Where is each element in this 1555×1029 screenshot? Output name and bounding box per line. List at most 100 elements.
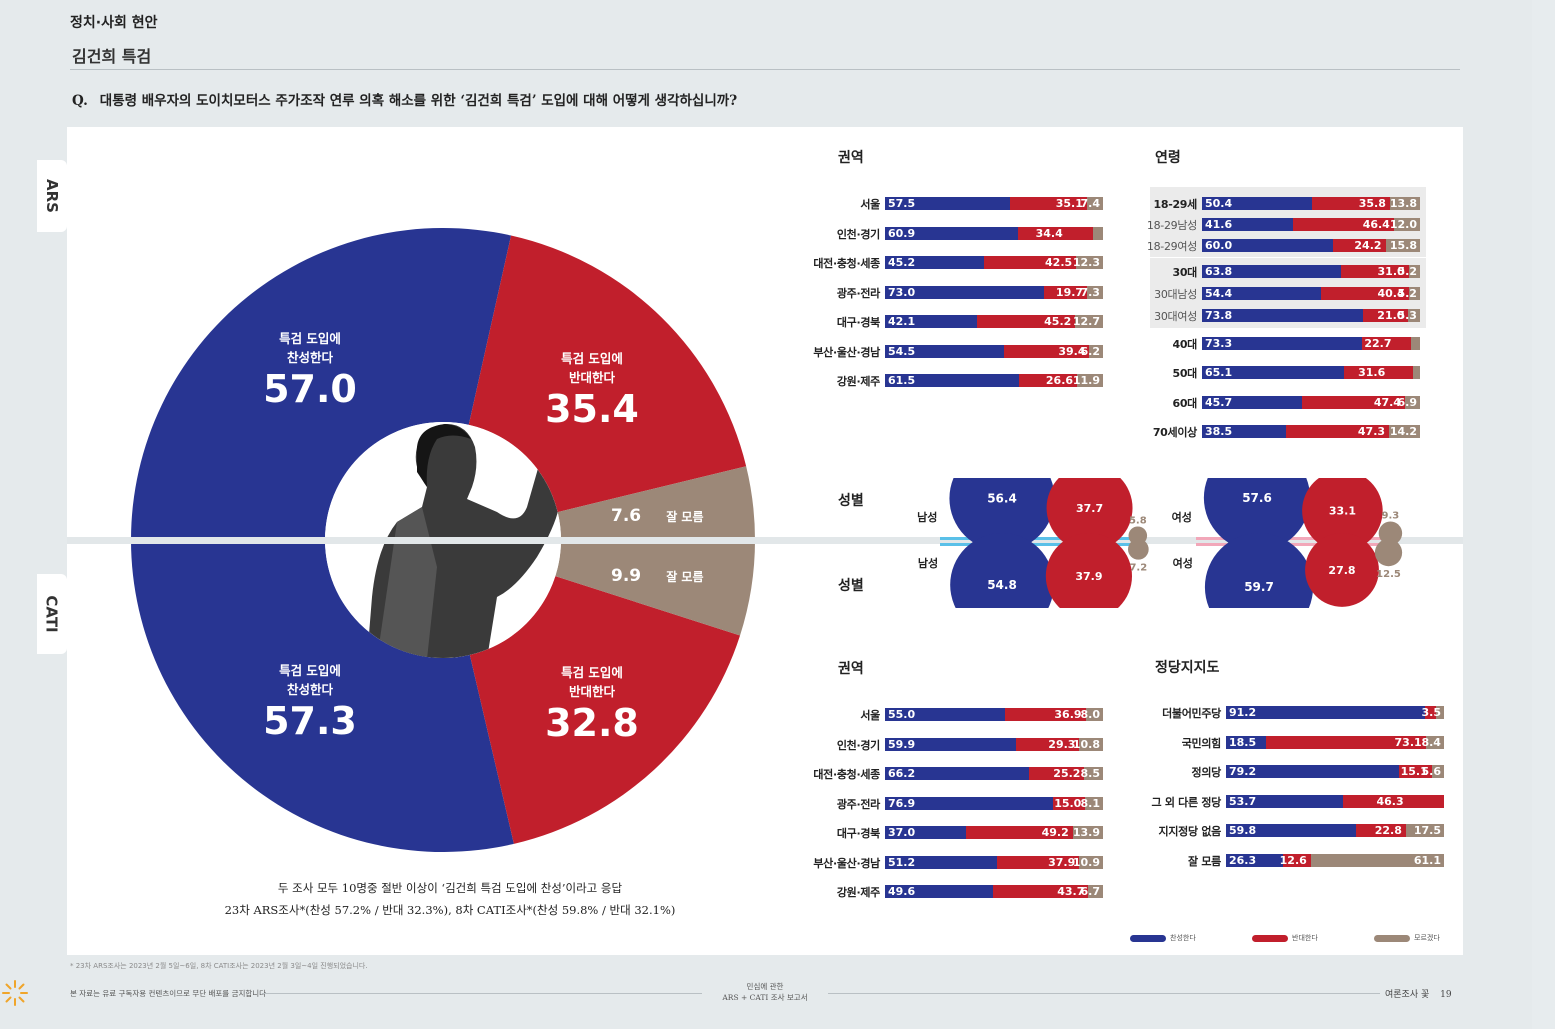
ars_age-row-label: 30대남성 — [1154, 288, 1197, 301]
ars_total-slice-disagree — [468, 235, 747, 513]
ars-disagree-sub2: 반대한다 — [568, 370, 615, 385]
male-accent-line — [940, 537, 1140, 540]
ars_region-row-label: 서울 — [860, 198, 880, 211]
ars-disagree-label: 특검 도입에 반대한다 35.4 — [522, 349, 662, 431]
cati_party-value-label: 15.1 — [1400, 765, 1428, 778]
ars_region-value-label: 57.5 — [888, 197, 916, 210]
caption-line1: 두 조사 모두 10명중 절반 이상이 ‘김건희 특검 도입에 찬성’이라고 응… — [277, 881, 623, 895]
cati_region-bar: 51.2 37.9 10.9 — [885, 855, 1103, 869]
ars_region-bar: 42.1 45.2 12.7 — [885, 315, 1103, 328]
cati_party-value-label: 17.5 — [1413, 824, 1441, 837]
ars_region-bar: 73.0 19.7 7.3 — [885, 285, 1103, 299]
ars_age-value-label: 60.0 — [1205, 239, 1233, 252]
tab-ars-label: ARS — [43, 179, 61, 213]
ars_age-seg-agree: 45.7 — [1202, 396, 1302, 409]
ars_age-seg-unknown: 6.9 — [1397, 396, 1420, 409]
ars_age-seg-disagree: 47.3 — [1285, 425, 1390, 438]
title-divider — [70, 69, 1460, 70]
ars_age-bar: 41.6 46.4 12.0 — [1202, 218, 1420, 231]
legend-disagree-label: 반대한다 — [1292, 934, 1318, 942]
gender-disagree-value: 33.1 — [1329, 505, 1356, 518]
cati_party-seg-agree: 26.3 — [1226, 853, 1284, 867]
gender-bubble-unknown — [1378, 521, 1403, 545]
gender-agree-value: 54.8 — [987, 578, 1017, 592]
ars_region-seg-unknown: 12.3 — [1073, 256, 1103, 269]
ars-agree-label: 특검 도입에 찬성한다 57.0 — [240, 329, 380, 411]
ars_region-value-label: 11.9 — [1072, 374, 1100, 387]
ars-unknown-value: 7.6 — [611, 506, 642, 526]
ars_region-value-label: 54.5 — [888, 344, 916, 358]
footnote: * 23차 ARS조사는 2023년 2월 5일~6일, 8차 CATI조사는 … — [70, 962, 368, 970]
legend-disagree: 반대한다 — [1252, 933, 1318, 943]
cati_region-row: 서울 55.0 36.9 8.0 — [860, 708, 1103, 722]
ars_region-value-label: 45.2 — [888, 256, 916, 269]
ars_age-row: 18-29여성 60.0 24.2 15.8 — [1147, 239, 1420, 253]
ars_age-seg-disagree: 40.4 — [1320, 287, 1409, 300]
ars_region-seg-disagree: 26.6 — [1019, 374, 1078, 387]
cati_region-value-label: 59.9 — [888, 737, 916, 751]
ars_age-value-label: 5.2 — [1397, 265, 1417, 278]
cati-agree-sub1: 특검 도입에 — [279, 663, 341, 678]
ars_region-seg-unknown: 7.3 — [1080, 285, 1103, 299]
ars_region-row-label: 부산·울산·경남 — [813, 345, 880, 359]
cati_party-seg-disagree: 73.1 — [1266, 735, 1426, 749]
ars_region-bar: 57.5 35.1 7.4 — [885, 197, 1103, 210]
ars_region-value-label: 26.6 — [1045, 374, 1074, 387]
cati_party-value-label: 91.2 — [1229, 706, 1257, 719]
cati_region-seg-agree: 76.9 — [885, 796, 1053, 810]
ars-unknown-label: 7.6 잘 모름 — [611, 506, 704, 526]
ars_region-row: 광주·전라 73.0 19.7 7.3 — [837, 285, 1103, 300]
donut-ars — [131, 228, 755, 540]
ars_region-seg-unknown: 11.9 — [1073, 374, 1103, 387]
ars_age-value-label: 6.9 — [1397, 396, 1417, 409]
ars_age-value-label: 31.6 — [1358, 366, 1386, 379]
footer-notice: 본 자료는 유료 구독자용 컨텐츠이므로 무단 배포를 금지합니다 — [70, 989, 267, 998]
cati-unknown-value: 9.9 — [611, 566, 642, 586]
topic-title: 김건희 특검 — [72, 47, 152, 66]
cati_region-row-label: 대구·경북 — [836, 827, 880, 840]
ars_age-bar: 65.1 31.6 — [1202, 366, 1420, 379]
ars_age-value-label: 47.3 — [1357, 425, 1386, 438]
gender-unknown-value: 5.8 — [1129, 515, 1147, 526]
cati_party-seg-disagree: 12.6 — [1280, 853, 1311, 867]
cati_party-row-label: 더불어민주당 — [1162, 707, 1221, 720]
cati_party-row: 잘 모름 26.3 12.6 61.1 — [1188, 853, 1444, 868]
ars_age-bar: 60.0 24.2 15.8 — [1202, 239, 1420, 252]
ars_age-value-label: 65.1 — [1205, 366, 1233, 379]
cati-disagree-label: 특검 도입에 반대한다 32.8 — [522, 663, 662, 745]
ars_age-seg-agree: 73.8 — [1202, 309, 1363, 322]
cati_region-value-label: 37.9 — [1048, 855, 1076, 869]
cati_party-row: 그 외 다른 정당 53.7 46.3 — [1151, 794, 1444, 809]
gender-disagree-value: 37.7 — [1076, 502, 1103, 515]
cati_region-value-label: 49.6 — [888, 885, 916, 898]
cati_party-value-label: 5.6 — [1421, 765, 1441, 778]
gender-bubble-unknown — [1128, 539, 1149, 560]
ars_age-row-label: 70세이상 — [1152, 426, 1197, 439]
caption-line2: 23차 ARS조사*(찬성 57.2% / 반대 32.3%), 8차 CATI… — [224, 903, 676, 917]
cati_party-row-label: 국민의힘 — [1181, 736, 1222, 750]
ars_region-seg-unknown: 7.4 — [1080, 197, 1103, 210]
ars_region-value-label: 7.3 — [1080, 285, 1100, 299]
ars_age-seg-disagree: 46.4 — [1292, 218, 1394, 231]
cati_region-bar: 37.0 49.2 13.9 — [885, 826, 1103, 839]
legend-unknown-label: 모르겠다 — [1414, 934, 1440, 942]
cati_region-value-label: 36.9 — [1054, 708, 1082, 721]
ars_age-row: 18-29세 50.4 35.8 13.8 — [1153, 197, 1420, 211]
legend-agree-swatch — [1130, 934, 1166, 942]
gender-disagree-value: 27.8 — [1328, 564, 1355, 577]
cati_party-row-label: 정의당 — [1191, 766, 1222, 779]
ars_age-row-label: 18-29세 — [1153, 198, 1197, 211]
ars_age-value-label: 46.4 — [1362, 218, 1390, 231]
ars_age-seg-disagree: 47.4 — [1301, 396, 1405, 409]
cati_party-value-label: 46.3 — [1376, 794, 1404, 808]
cati-agree-label: 특검 도입에 찬성한다 57.3 — [240, 661, 380, 743]
cati_party-row-label: 지지정당 없음 — [1158, 825, 1222, 838]
ars_age-seg-agree: 65.1 — [1202, 366, 1344, 379]
ars_age-bar: 73.8 21.0 5.3 — [1202, 309, 1420, 322]
cati-party-title: 정당지지도 — [1155, 660, 1220, 676]
ars_age-seg-agree: 38.5 — [1202, 425, 1286, 438]
ars_region-seg-agree: 73.0 — [885, 285, 1045, 299]
cati_region-bar: 59.9 29.3 10.8 — [885, 737, 1103, 751]
ars_age-row-label: 60대 — [1172, 397, 1197, 410]
cati_region-row-label: 대전·충청·세종 — [813, 768, 880, 781]
